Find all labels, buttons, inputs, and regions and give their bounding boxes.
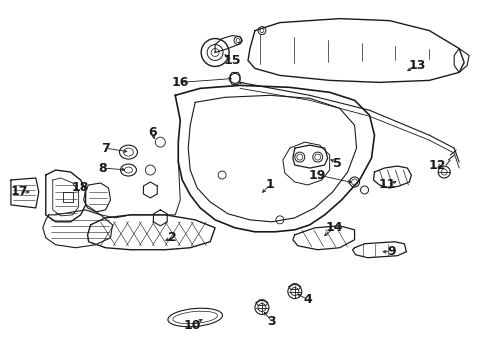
Text: 4: 4 [303,293,311,306]
Text: 2: 2 [167,231,176,244]
Text: 19: 19 [308,168,325,181]
Text: 14: 14 [325,221,343,234]
Text: 8: 8 [98,162,107,175]
Text: 3: 3 [267,315,276,328]
Text: 12: 12 [427,158,445,172]
Text: 6: 6 [148,126,156,139]
Text: 18: 18 [72,181,89,194]
Text: 1: 1 [265,179,274,192]
Text: 17: 17 [10,185,27,198]
Text: 10: 10 [183,319,201,332]
Text: 9: 9 [386,245,395,258]
Text: 13: 13 [408,59,425,72]
Text: 5: 5 [333,157,341,170]
Text: 16: 16 [171,76,188,89]
Text: 15: 15 [223,54,240,67]
Text: 7: 7 [101,141,110,155]
Text: 11: 11 [378,179,395,192]
